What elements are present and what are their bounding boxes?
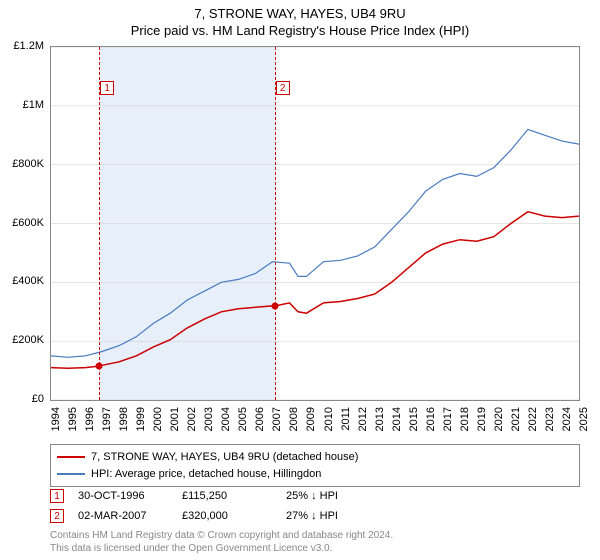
- x-tick: 2018: [459, 407, 471, 431]
- marker-table-row: 2 02-MAR-2007 £320,000 27% ↓ HPI: [50, 506, 580, 526]
- marker-vline: [275, 47, 276, 400]
- x-tick: 1999: [135, 407, 147, 431]
- legend-label: HPI: Average price, detached house, Hill…: [91, 466, 321, 483]
- marker-label: 1: [100, 81, 114, 95]
- x-tick: 2020: [493, 407, 505, 431]
- footer-line2: This data is licensed under the Open Gov…: [50, 543, 393, 556]
- marker-delta: 25% ↓ HPI: [286, 490, 376, 502]
- marker-date: 02-MAR-2007: [78, 510, 168, 522]
- marker-price: £115,250: [182, 490, 272, 502]
- x-tick: 2012: [357, 407, 369, 431]
- x-tick: 1996: [84, 407, 96, 431]
- x-tick: 2014: [391, 407, 403, 431]
- series-line: [51, 212, 579, 369]
- x-axis: 1994 1995 1996 1997 1998 1999 2000 2001 2002 2003…: [50, 403, 580, 443]
- y-tick: £400K: [12, 275, 44, 287]
- x-tick: 2019: [476, 407, 488, 431]
- legend-row: 7, STRONE WAY, HAYES, UB4 9RU (detached …: [57, 449, 573, 466]
- x-tick: 2010: [323, 407, 335, 431]
- x-tick: 2001: [169, 407, 181, 431]
- legend: 7, STRONE WAY, HAYES, UB4 9RU (detached …: [50, 444, 580, 487]
- legend-row: HPI: Average price, detached house, Hill…: [57, 466, 573, 483]
- x-tick: 2007: [271, 407, 283, 431]
- series-line: [51, 129, 579, 357]
- marker-date: 30-OCT-1996: [78, 490, 168, 502]
- chart-container: 7, STRONE WAY, HAYES, UB4 9RU Price paid…: [0, 0, 600, 560]
- y-tick: £800K: [12, 158, 44, 170]
- x-tick: 2005: [237, 407, 249, 431]
- x-tick: 2016: [425, 407, 437, 431]
- x-tick: 1994: [50, 407, 62, 431]
- x-tick: 2003: [203, 407, 215, 431]
- x-tick: 2011: [340, 407, 352, 431]
- x-tick: 2000: [152, 407, 164, 431]
- legend-swatch: [57, 473, 85, 475]
- y-tick: £600K: [12, 217, 44, 229]
- chart-title: 7, STRONE WAY, HAYES, UB4 9RU: [0, 0, 600, 23]
- chart-subtitle: Price paid vs. HM Land Registry's House …: [0, 23, 600, 42]
- y-axis: £0£200K£400K£600K£800K£1M£1.2M: [0, 46, 48, 401]
- x-tick: 1995: [67, 407, 79, 431]
- x-tick: 2025: [578, 407, 590, 431]
- marker-table-row: 1 30-OCT-1996 £115,250 25% ↓ HPI: [50, 486, 580, 506]
- x-tick: 2002: [186, 407, 198, 431]
- chart-svg: [51, 47, 579, 400]
- x-tick: 2009: [305, 407, 317, 431]
- marker-table: 1 30-OCT-1996 £115,250 25% ↓ HPI 2 02-MAR-200…: [50, 486, 580, 526]
- marker-table-box: 2: [50, 509, 64, 523]
- x-tick: 2017: [442, 407, 454, 431]
- x-tick: 1997: [101, 407, 113, 431]
- x-tick: 2021: [510, 407, 522, 431]
- y-tick: £0: [32, 393, 44, 405]
- y-tick: £1.2M: [13, 40, 44, 52]
- x-tick: 2022: [527, 407, 539, 431]
- plot-area: 12: [50, 46, 580, 401]
- marker-price: £320,000: [182, 510, 272, 522]
- legend-label: 7, STRONE WAY, HAYES, UB4 9RU (detached …: [91, 449, 358, 466]
- x-tick: 2008: [288, 407, 300, 431]
- x-tick: 1998: [118, 407, 130, 431]
- y-tick: £200K: [12, 334, 44, 346]
- x-tick: 2006: [254, 407, 266, 431]
- x-tick: 2024: [561, 407, 573, 431]
- marker-vline: [99, 47, 100, 400]
- marker-dot: [96, 363, 103, 370]
- x-tick: 2023: [544, 407, 556, 431]
- legend-swatch: [57, 456, 85, 458]
- footer-line1: Contains HM Land Registry data © Crown c…: [50, 530, 393, 543]
- x-tick: 2004: [220, 407, 232, 431]
- marker-table-box: 1: [50, 489, 64, 503]
- y-tick: £1M: [23, 99, 44, 111]
- marker-label: 2: [276, 81, 290, 95]
- x-tick: 2015: [408, 407, 420, 431]
- footer: Contains HM Land Registry data © Crown c…: [50, 530, 393, 555]
- marker-dot: [272, 302, 279, 309]
- marker-delta: 27% ↓ HPI: [286, 510, 376, 522]
- x-tick: 2013: [374, 407, 386, 431]
